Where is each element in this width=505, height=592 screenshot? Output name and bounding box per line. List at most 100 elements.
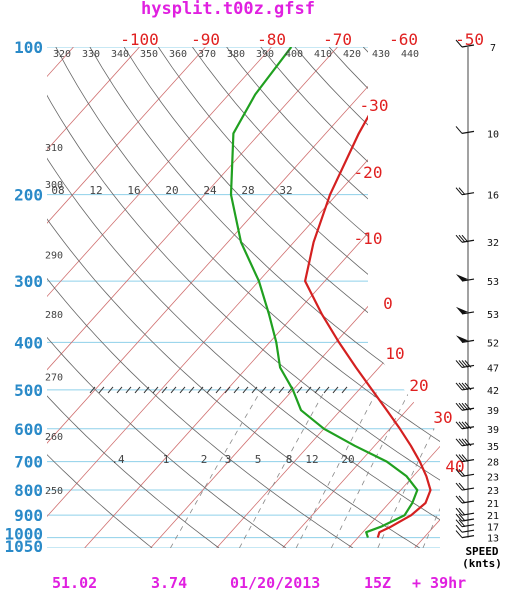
wind-speed-label: 21	[487, 499, 499, 510]
wind-barb-flag	[455, 524, 463, 533]
dewpoint-line	[229, 47, 419, 538]
wind-barb	[461, 387, 475, 391]
wind-speed-label: 16	[487, 191, 499, 202]
wind-barb-flag	[455, 468, 463, 477]
wind-barb-flag	[461, 360, 469, 368]
hatch-mark	[314, 386, 321, 394]
wind-barb-flag	[461, 234, 469, 243]
mixing-ratio-lower-label: 1	[163, 453, 170, 466]
theta-top-label: 420	[343, 49, 361, 60]
pressure-tick-label: 500	[14, 381, 43, 400]
wind-barb-flag	[458, 482, 466, 491]
wind-barb-flag	[458, 454, 466, 462]
hatch-mark	[116, 386, 123, 394]
dry-adiabat-line	[47, 47, 354, 548]
mixing-ratio-line	[170, 389, 262, 548]
pressure-tick-label: 100	[14, 38, 43, 57]
pressure-tick-label: 1000	[4, 525, 43, 544]
isotherm-side-label: 20	[409, 376, 428, 395]
wind-barb-flag	[455, 513, 463, 522]
wind-barb	[461, 311, 475, 315]
hatch-mark	[197, 386, 204, 394]
isotherm-side-label: 0	[383, 294, 393, 313]
speed-label: SPEED	[465, 545, 498, 558]
isotherm-line	[47, 47, 272, 548]
pressure-tick-label: 600	[14, 420, 43, 439]
wind-barb-flag	[458, 234, 466, 243]
isotherm-top-label: -60	[389, 30, 418, 49]
wind-barb-pennant	[456, 306, 468, 314]
plot-grid	[47, 47, 505, 548]
wind-barb-flag	[458, 187, 466, 196]
isotherm-line	[47, 47, 338, 548]
wind-barb-flag	[455, 482, 463, 491]
hatch-mark	[170, 386, 177, 394]
wind-speed-label: 23	[487, 472, 499, 483]
wind-barb	[461, 518, 475, 522]
dry-adiabat-line	[47, 47, 440, 548]
isotherm-top-label: -50	[455, 30, 484, 49]
dry-adiabat-line	[55, 47, 440, 548]
wind-barb-flag	[458, 421, 466, 430]
hatch-mark	[161, 386, 168, 394]
isotherm-side-label: 10	[385, 344, 404, 363]
wind-barb-flag	[458, 513, 466, 522]
mixing-ratio-line	[295, 389, 379, 548]
wind-barb-flag	[455, 421, 463, 430]
wind-barb-flag	[458, 382, 466, 391]
wind-barb	[461, 44, 475, 48]
theta-left-label: 300	[45, 180, 63, 191]
mixing-ratio-upper-label: 28	[241, 184, 254, 197]
dry-adiabat-line	[89, 47, 440, 548]
isotherm-side-label: -10	[354, 229, 383, 248]
wind-barb	[461, 239, 475, 243]
hatch-mark	[125, 386, 132, 394]
wind-barb	[461, 524, 475, 528]
mixing-ratio-line	[330, 389, 411, 548]
wind-barb-flag	[458, 402, 466, 411]
hatch-mark	[143, 386, 150, 394]
isotherm-side-label: -30	[360, 96, 389, 115]
wind-barb-flag	[461, 382, 469, 391]
theta-top-label: 370	[198, 49, 216, 60]
wind-speed-label: 32	[487, 238, 499, 249]
wind-barb-flag	[464, 438, 472, 447]
wind-barb-flag	[455, 438, 463, 447]
isotherm-line	[47, 47, 404, 548]
isotherm-top-label: -100	[120, 30, 159, 49]
theta-top-label: 320	[53, 49, 71, 60]
theta-top-label: 350	[140, 49, 158, 60]
dry-adiabat-line	[500, 47, 505, 548]
wind-speed-label: 7	[490, 43, 496, 54]
mixing-ratio-line	[239, 389, 326, 548]
hatch-mark	[260, 386, 267, 394]
dry-adiabat-line	[47, 47, 421, 548]
wind-barb-flag	[455, 39, 463, 48]
wind-barb-flag	[464, 382, 472, 391]
mixing-ratio-upper-label: 08	[51, 184, 64, 197]
pressure-tick-label: 200	[14, 186, 43, 205]
isotherm-line	[47, 47, 206, 548]
mixing-ratio-lower-label: 20	[341, 453, 354, 466]
hatch-mark	[278, 386, 285, 394]
wind-speed-label: 47	[487, 363, 499, 374]
hatch-mark	[224, 386, 231, 394]
dry-adiabat-line	[157, 47, 440, 548]
wind-speed-label: 17	[487, 523, 499, 534]
footer-date: 01/20/2013	[230, 574, 320, 592]
wind-barb	[461, 500, 475, 504]
wind-speed-label: 23	[487, 486, 499, 497]
hatch-mark	[242, 386, 249, 394]
wind-barb-flag	[455, 454, 463, 462]
hatch-mark	[107, 386, 114, 394]
dry-adiabat-line	[47, 47, 287, 548]
theta-left-label: 270	[45, 373, 63, 384]
wind-barb-flag	[455, 234, 463, 243]
wind-barb-flag	[455, 126, 463, 134]
wind-barb	[461, 473, 475, 477]
wind-barb-flag	[455, 360, 463, 368]
sounding-profiles	[229, 47, 432, 538]
wind-barb-flag	[458, 495, 466, 504]
wind-barb-flag	[458, 468, 466, 477]
